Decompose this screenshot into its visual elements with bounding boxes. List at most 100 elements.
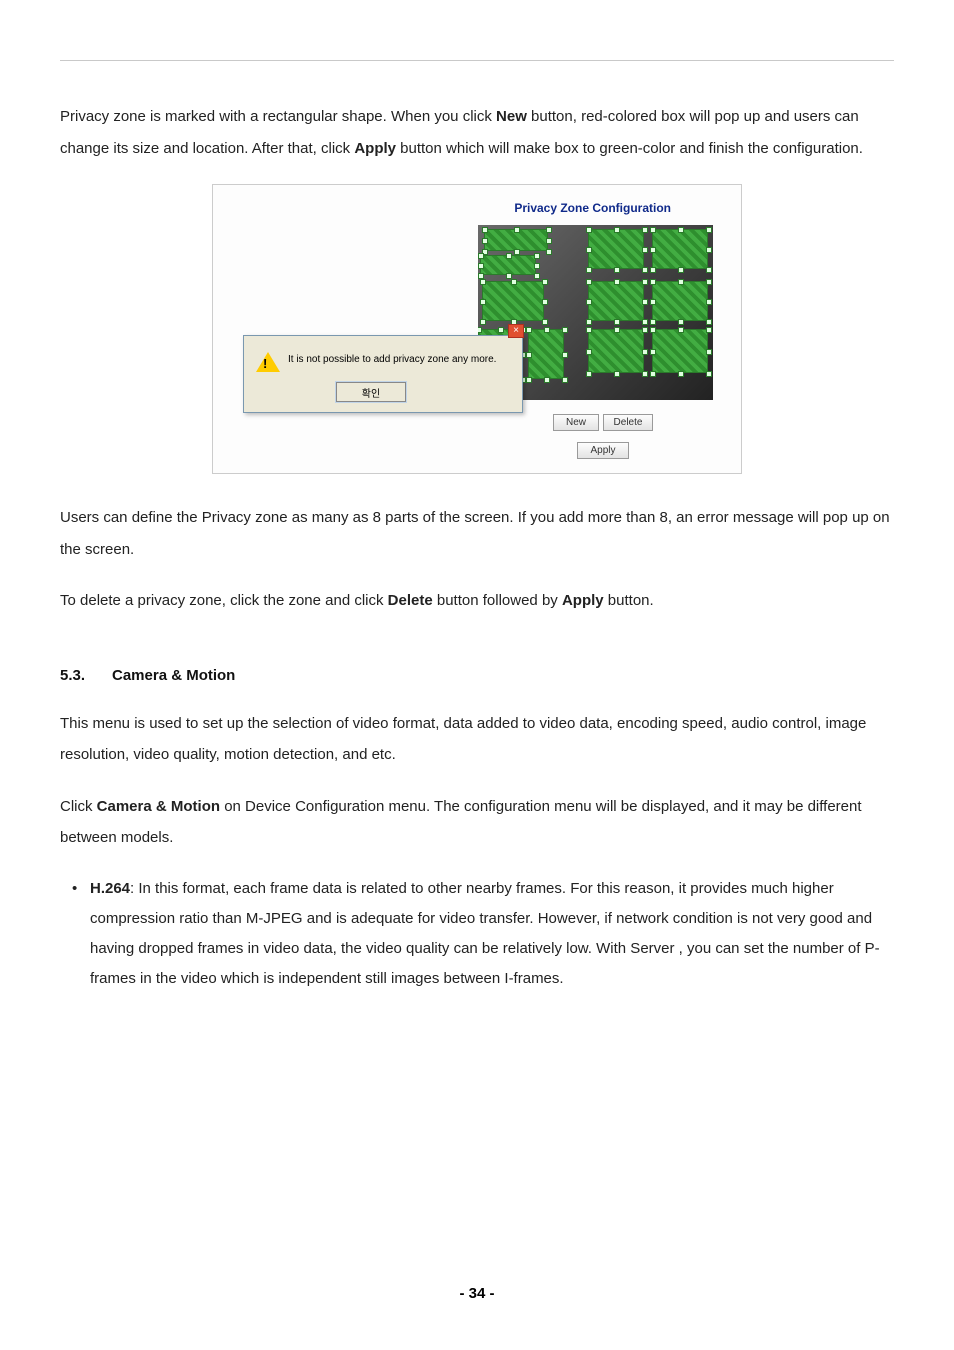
- zone-resize-handle[interactable]: [614, 371, 620, 377]
- zone-resize-handle[interactable]: [482, 238, 488, 244]
- zone-resize-handle[interactable]: [526, 327, 532, 333]
- zone-resize-handle[interactable]: [511, 279, 517, 285]
- paragraph-camera-click: Click Camera & Motion on Device Configur…: [60, 791, 894, 854]
- zone-resize-handle[interactable]: [534, 273, 540, 279]
- zone-resize-handle[interactable]: [478, 327, 482, 333]
- zone-resize-handle[interactable]: [614, 279, 620, 285]
- zone-resize-handle[interactable]: [614, 327, 620, 333]
- zone-resize-handle[interactable]: [642, 327, 648, 333]
- zone-resize-handle[interactable]: [562, 327, 568, 333]
- error-dialog: × ! It is not possible to add privacy zo…: [243, 335, 523, 413]
- privacy-zone[interactable]: [484, 229, 548, 251]
- zone-resize-handle[interactable]: [650, 319, 656, 325]
- zone-resize-handle[interactable]: [678, 279, 684, 285]
- privacy-zone[interactable]: [588, 329, 644, 373]
- zone-resize-handle[interactable]: [650, 227, 656, 233]
- new-button[interactable]: New: [553, 414, 599, 431]
- zone-resize-handle[interactable]: [650, 267, 656, 273]
- paragraph-limit: Users can define the Privacy zone as man…: [60, 502, 894, 565]
- apply-button[interactable]: Apply: [577, 442, 629, 459]
- zone-resize-handle[interactable]: [542, 319, 548, 325]
- zone-resize-handle[interactable]: [544, 327, 550, 333]
- zone-resize-handle[interactable]: [642, 279, 648, 285]
- privacy-zone[interactable]: [652, 329, 708, 373]
- privacy-zone[interactable]: [588, 281, 644, 321]
- zone-resize-handle[interactable]: [542, 279, 548, 285]
- zone-resize-handle[interactable]: [546, 249, 552, 255]
- zone-resize-handle[interactable]: [706, 267, 712, 273]
- zone-resize-handle[interactable]: [678, 319, 684, 325]
- bold-apply: Apply: [354, 140, 396, 157]
- zone-resize-handle[interactable]: [650, 279, 656, 285]
- zone-resize-handle[interactable]: [480, 319, 486, 325]
- zone-resize-handle[interactable]: [562, 377, 568, 383]
- zone-resize-handle[interactable]: [706, 227, 712, 233]
- zone-resize-handle[interactable]: [478, 263, 484, 269]
- zone-resize-handle[interactable]: [642, 319, 648, 325]
- zone-resize-handle[interactable]: [586, 319, 592, 325]
- zone-resize-handle[interactable]: [614, 227, 620, 233]
- zone-resize-handle[interactable]: [544, 377, 550, 383]
- zone-resize-handle[interactable]: [678, 327, 684, 333]
- zone-resize-handle[interactable]: [642, 247, 648, 253]
- section-number: 5.3.: [60, 667, 112, 684]
- zone-resize-handle[interactable]: [650, 247, 656, 253]
- zone-resize-handle[interactable]: [526, 352, 532, 358]
- zone-resize-handle[interactable]: [514, 227, 520, 233]
- zone-resize-handle[interactable]: [678, 371, 684, 377]
- privacy-zone[interactable]: [652, 229, 708, 269]
- zone-resize-handle[interactable]: [650, 327, 656, 333]
- zone-resize-handle[interactable]: [706, 319, 712, 325]
- close-icon[interactable]: ×: [508, 324, 524, 338]
- zone-resize-handle[interactable]: [678, 227, 684, 233]
- zone-resize-handle[interactable]: [642, 349, 648, 355]
- zone-resize-handle[interactable]: [498, 327, 504, 333]
- zone-resize-handle[interactable]: [586, 299, 592, 305]
- zone-resize-handle[interactable]: [650, 371, 656, 377]
- zone-resize-handle[interactable]: [678, 267, 684, 273]
- privacy-zone[interactable]: [482, 281, 544, 321]
- privacy-zone[interactable]: [652, 281, 708, 321]
- zone-resize-handle[interactable]: [478, 253, 484, 259]
- zone-resize-handle[interactable]: [526, 377, 532, 383]
- zone-resize-handle[interactable]: [650, 349, 656, 355]
- text: : In this format, each frame data is rel…: [90, 880, 880, 987]
- zone-resize-handle[interactable]: [642, 267, 648, 273]
- zone-resize-handle[interactable]: [586, 279, 592, 285]
- zone-resize-handle[interactable]: [642, 371, 648, 377]
- zone-resize-handle[interactable]: [534, 253, 540, 259]
- horizontal-rule: [60, 60, 894, 61]
- privacy-zone[interactable]: [588, 229, 644, 269]
- zone-resize-handle[interactable]: [586, 267, 592, 273]
- zone-resize-handle[interactable]: [506, 253, 512, 259]
- zone-resize-handle[interactable]: [480, 299, 486, 305]
- bold-h264: H.264: [90, 880, 130, 897]
- zone-resize-handle[interactable]: [614, 319, 620, 325]
- zone-resize-handle[interactable]: [706, 279, 712, 285]
- zone-resize-handle[interactable]: [614, 267, 620, 273]
- zone-resize-handle[interactable]: [650, 299, 656, 305]
- zone-resize-handle[interactable]: [706, 371, 712, 377]
- zone-resize-handle[interactable]: [586, 247, 592, 253]
- zone-resize-handle[interactable]: [542, 299, 548, 305]
- zone-resize-handle[interactable]: [482, 227, 488, 233]
- zone-resize-handle[interactable]: [642, 227, 648, 233]
- privacy-zone[interactable]: [480, 255, 536, 275]
- zone-resize-handle[interactable]: [586, 371, 592, 377]
- zone-resize-handle[interactable]: [586, 349, 592, 355]
- zone-resize-handle[interactable]: [642, 299, 648, 305]
- dialog-ok-button[interactable]: 확인: [336, 382, 406, 402]
- zone-resize-handle[interactable]: [586, 327, 592, 333]
- zone-resize-handle[interactable]: [480, 279, 486, 285]
- zone-resize-handle[interactable]: [706, 247, 712, 253]
- zone-resize-handle[interactable]: [586, 227, 592, 233]
- zone-resize-handle[interactable]: [706, 349, 712, 355]
- zone-resize-handle[interactable]: [534, 263, 540, 269]
- zone-resize-handle[interactable]: [706, 327, 712, 333]
- delete-button[interactable]: Delete: [603, 414, 653, 431]
- zone-resize-handle[interactable]: [562, 352, 568, 358]
- zone-resize-handle[interactable]: [706, 299, 712, 305]
- zone-resize-handle[interactable]: [546, 227, 552, 233]
- privacy-zone[interactable]: [528, 329, 564, 379]
- zone-resize-handle[interactable]: [546, 238, 552, 244]
